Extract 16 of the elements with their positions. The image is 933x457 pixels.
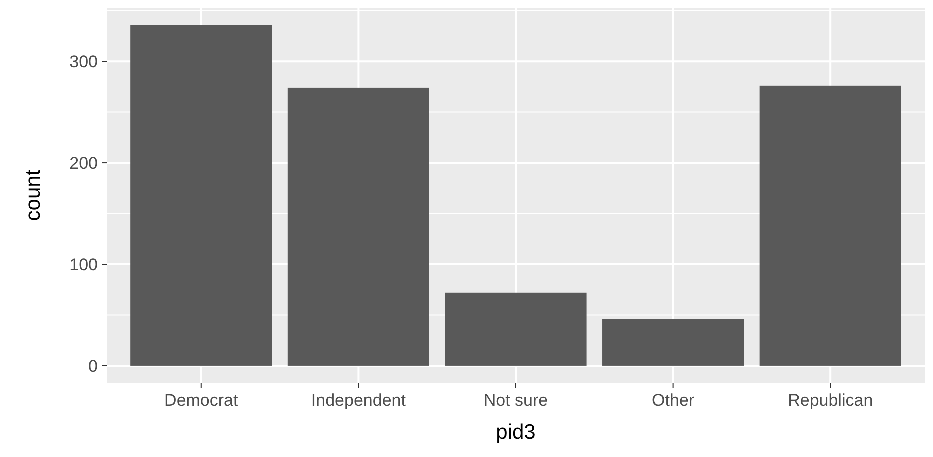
y-tick-label: 200 bbox=[70, 154, 98, 173]
x-tick-label: Not sure bbox=[484, 391, 548, 410]
y-tick-label: 0 bbox=[88, 356, 98, 376]
x-tick-label: Independent bbox=[311, 391, 406, 410]
x-axis-title: pid3 bbox=[496, 421, 536, 444]
bar bbox=[288, 88, 430, 366]
bar bbox=[602, 319, 744, 366]
y-tick-label: 300 bbox=[70, 52, 98, 72]
x-tick-label: Democrat bbox=[164, 391, 239, 410]
x-tick-label: Republican bbox=[788, 391, 874, 410]
bar bbox=[445, 292, 587, 366]
y-axis-title: count bbox=[22, 170, 45, 222]
y-tick-label: 100 bbox=[70, 255, 98, 274]
bar bbox=[760, 86, 902, 366]
x-tick-label: Other bbox=[652, 391, 695, 410]
bar bbox=[130, 25, 272, 366]
